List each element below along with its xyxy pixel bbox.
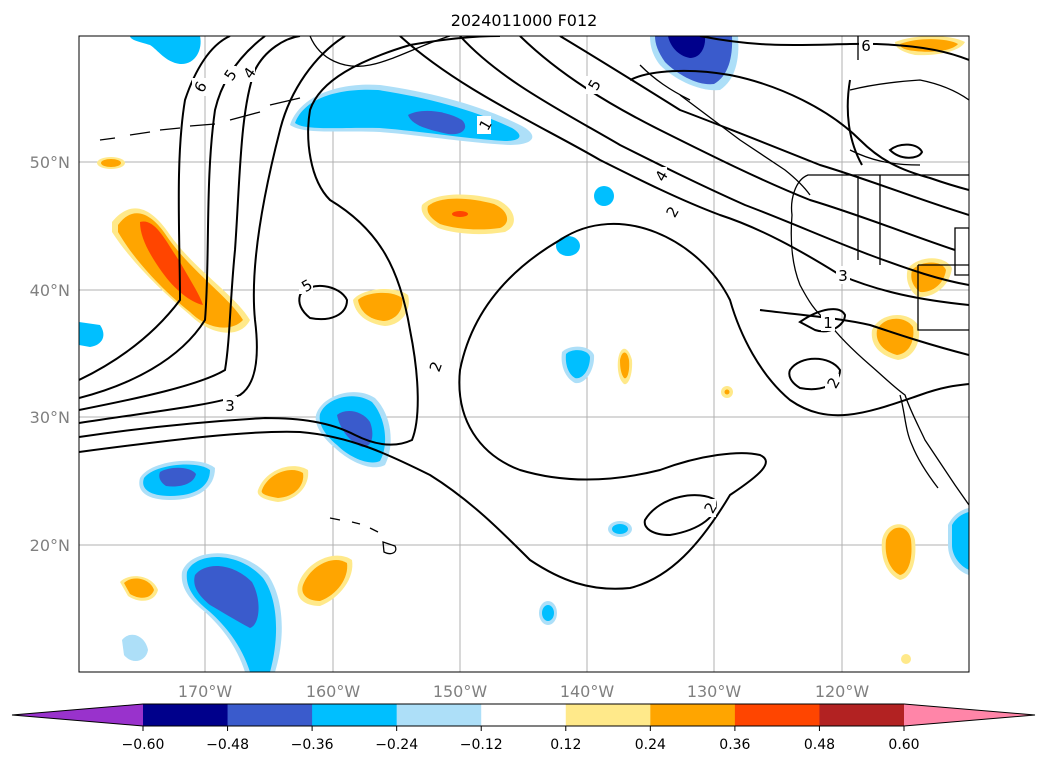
- map-frame: [78, 35, 970, 673]
- hawaiian-islands: [329, 517, 397, 555]
- positive-anomaly-area: [901, 654, 911, 664]
- lat-label: 20°N: [30, 536, 70, 555]
- graticule: [79, 36, 969, 672]
- contour-label: 3: [838, 267, 848, 285]
- colorbar-swatch: [396, 704, 482, 726]
- positive-anomaly-area: [900, 39, 958, 52]
- contour-lines: [79, 36, 969, 590]
- contour-line: [846, 79, 863, 166]
- region-border: [857, 36, 969, 331]
- colorbar-tick-label: −0.36: [291, 737, 334, 753]
- lon-label: 120°W: [815, 682, 870, 701]
- positive-anomaly-area: [302, 559, 348, 601]
- north-america-coastline: [790, 174, 969, 506]
- negative-anomaly-area: [194, 565, 259, 628]
- colorbar-tick-label: 0.24: [635, 737, 666, 753]
- positive-anomaly-area: [885, 527, 912, 575]
- negative-anomaly-area: [542, 605, 554, 621]
- negative-anomaly-area: [594, 186, 614, 206]
- colorbar-tick-label: 0.60: [888, 737, 919, 753]
- colorbar-tick-label: −0.24: [375, 737, 418, 753]
- lon-label: 130°W: [687, 682, 742, 701]
- colorbar-tick-label: 0.12: [550, 737, 581, 753]
- colorbar-swatch: [481, 704, 567, 726]
- lat-label: 50°N: [30, 153, 70, 172]
- colorbar-tick-label: 0.48: [804, 737, 835, 753]
- figure-title: 2024011000 F012: [451, 11, 598, 30]
- contour-line: [79, 36, 231, 381]
- contour-line: [629, 69, 969, 191]
- contour-line: [79, 36, 301, 411]
- colorbar: [11, 703, 1036, 727]
- negative-anomaly-area: [122, 634, 148, 662]
- colorbar-tick-label: −0.48: [206, 737, 249, 753]
- british-columbia-coastline: [679, 94, 811, 196]
- negative-anomaly-area: [79, 322, 104, 347]
- contour-line: [888, 143, 924, 159]
- positive-anomaly-area: [358, 292, 403, 321]
- north-america-coastline: [639, 64, 691, 101]
- colorbar-swatch: [650, 704, 736, 726]
- positive-anomaly-area: [101, 159, 121, 167]
- latitude-labels: 50°N 40°N 30°N 20°N: [30, 153, 70, 555]
- positive-anomaly-area: [876, 318, 914, 355]
- positive-anomaly-area: [140, 221, 203, 305]
- positive-anomaly-area: [620, 352, 630, 379]
- contour-line: [759, 309, 969, 356]
- lat-label: 30°N: [30, 408, 70, 427]
- colorbar-tick-label: −0.12: [460, 737, 503, 753]
- contour-label: 1: [823, 314, 833, 332]
- negative-anomaly-area: [565, 350, 590, 379]
- north-america-coastline: [899, 394, 939, 489]
- negative-anomaly-area: [612, 524, 628, 534]
- aleutian-islands: [99, 97, 301, 141]
- colorbar-extend-max: [904, 704, 1035, 726]
- contour-line: [79, 36, 346, 424]
- contour-line: [798, 308, 847, 333]
- contour-line: [79, 36, 501, 446]
- positive-anomaly-area: [124, 578, 154, 598]
- negative-anomaly-area: [668, 36, 706, 58]
- colorbar-swatch: [565, 704, 651, 726]
- map-plot-area: 6 5 4 1 5 4 2 5 3 1 2 3 2 6: [79, 36, 969, 672]
- negative-anomaly-area: [952, 512, 969, 570]
- contour-line: [79, 223, 969, 590]
- contour-line: [559, 36, 969, 216]
- positive-anomaly-area: [724, 389, 730, 395]
- colorbar-ticks: −0.60 −0.48 −0.36 −0.24 −0.12 0.12 0.24 0.36 0.4…: [122, 726, 920, 753]
- colorbar-swatch: [819, 704, 905, 726]
- colorbar-swatch: [143, 704, 229, 726]
- positive-anomaly-area: [911, 262, 946, 293]
- colorbar-swatch: [227, 704, 313, 726]
- contour-label: 6: [861, 37, 871, 55]
- contour-line: [298, 284, 349, 320]
- contour-line: [399, 36, 969, 306]
- colorbar-swatch: [312, 704, 398, 726]
- contour-labels: 6 5 4 1 5 4 2 5 3 1 2 3 2 6: [191, 36, 873, 517]
- positive-anomaly-area: [261, 470, 304, 498]
- colorbar-swatch: [734, 704, 820, 726]
- lon-label: 160°W: [306, 682, 361, 701]
- negative-anomaly-area: [159, 467, 196, 487]
- lat-label: 40°N: [30, 281, 70, 300]
- colorbar-extend-min: [12, 704, 143, 726]
- negative-anomaly-area: [556, 236, 580, 256]
- colorbar-tick-label: 0.36: [719, 737, 750, 753]
- contour-label: 3: [225, 397, 235, 415]
- positive-anomaly-area: [452, 211, 468, 217]
- lon-label: 150°W: [433, 682, 488, 701]
- longitude-labels: 170°W 160°W 150°W 140°W 130°W 120°W: [178, 682, 870, 701]
- lon-label: 140°W: [560, 682, 615, 701]
- colorbar-tick-label: −0.60: [122, 737, 165, 753]
- lon-label: 170°W: [178, 682, 233, 701]
- contour-line: [699, 36, 969, 61]
- negative-anomaly-area: [130, 36, 201, 65]
- contour-line: [519, 36, 956, 251]
- coastlines: [99, 36, 969, 555]
- negative-anomaly-area: [408, 110, 466, 135]
- contour-line: [459, 36, 969, 286]
